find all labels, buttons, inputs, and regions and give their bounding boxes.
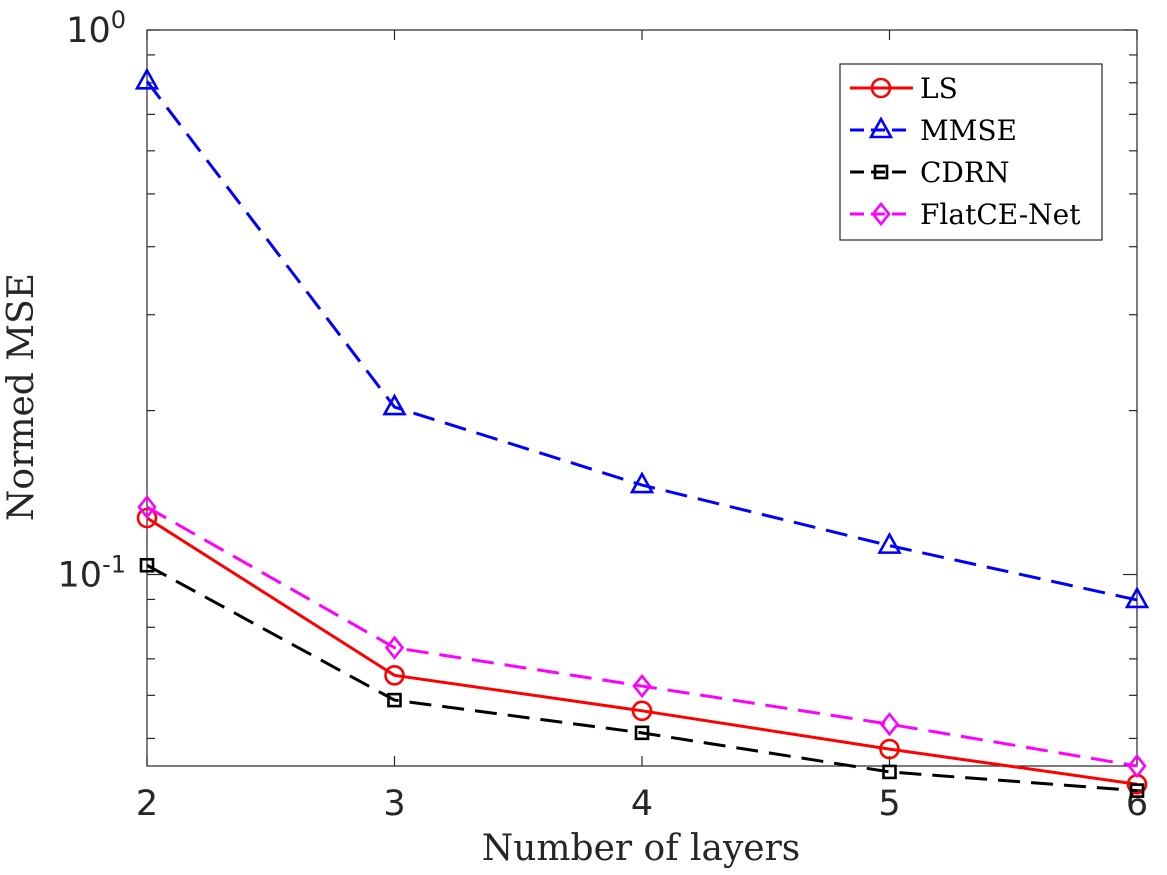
- y-tick-label: 10-1: [58, 551, 126, 596]
- series-cdrn: [139, 557, 1145, 798]
- data-point-flatce-net: [632, 673, 652, 699]
- data-point-ls: [136, 507, 158, 529]
- series-ls: [136, 507, 1148, 795]
- legend-label-flatce-net: FlatCE-Net: [920, 198, 1081, 231]
- data-point-mmse: [629, 471, 655, 494]
- data-point-mmse: [877, 531, 902, 554]
- legend-marker-cdrn: [873, 164, 889, 180]
- legend-label-cdrn: CDRN: [920, 156, 1009, 189]
- data-point-mmse: [1124, 586, 1150, 609]
- legend-label-mmse: MMSE: [920, 114, 1017, 147]
- data-point-ls: [384, 665, 405, 686]
- series-mmse: [134, 67, 1150, 609]
- x-axis-label: Number of layers: [482, 828, 801, 869]
- legend-marker-ls: [870, 77, 892, 99]
- data-point-mmse: [382, 393, 407, 416]
- data-point-mmse: [134, 67, 160, 90]
- data-point-cdrn: [139, 557, 155, 573]
- data-point-ls: [631, 700, 653, 722]
- legend-label-ls: LS: [920, 72, 958, 105]
- legend-box: [839, 63, 1103, 241]
- series-line-mmse: [145, 80, 1138, 602]
- x-tick-label: 4: [631, 784, 653, 824]
- data-point-flatce-net: [137, 495, 157, 520]
- series-layer: [134, 67, 1150, 798]
- series-line-ls: [146, 516, 1138, 786]
- y-axis-ticks: 100 10-1: [58, 6, 1137, 740]
- data-point-flatce-net: [384, 635, 405, 660]
- data-point-cdrn: [882, 764, 897, 780]
- data-point-flatce-net: [1127, 753, 1147, 779]
- data-point-ls: [879, 738, 900, 760]
- legend-marker-flatce-net: [871, 201, 891, 227]
- series-line-flatce-net: [146, 505, 1138, 768]
- legend: LS MMSE CDRN FlatCE-Net: [839, 63, 1103, 241]
- data-point-cdrn: [1129, 783, 1145, 798]
- series-flatce-net: [137, 495, 1147, 779]
- x-tick-label: 3: [383, 784, 405, 824]
- y-tick-label: 100: [66, 6, 126, 51]
- series-line-cdrn: [146, 563, 1138, 793]
- x-tick-label: 5: [878, 784, 900, 824]
- legend-marker-mmse: [868, 116, 894, 139]
- data-point-cdrn: [387, 692, 402, 708]
- data-point-flatce-net: [879, 712, 900, 737]
- x-tick-label: 2: [136, 784, 158, 824]
- data-point-cdrn: [634, 725, 650, 741]
- y-axis-label: Normed MSE: [1, 273, 42, 521]
